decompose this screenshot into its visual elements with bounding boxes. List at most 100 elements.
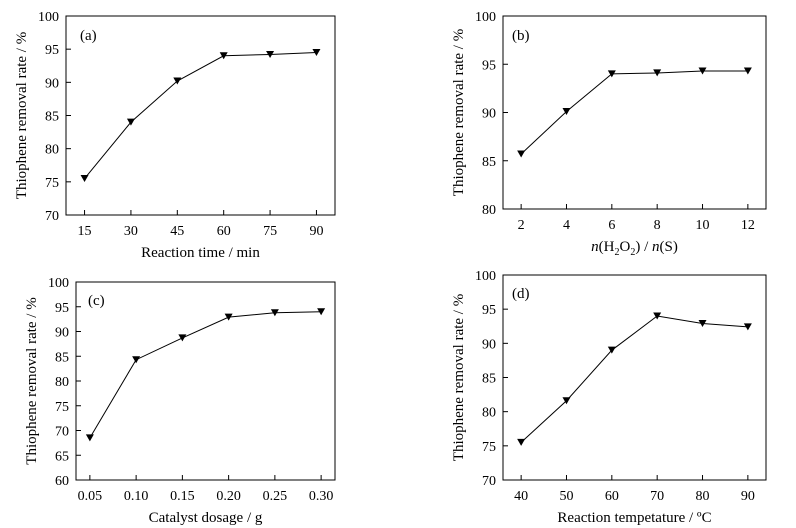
y-tick-label: 75 [482, 440, 496, 455]
x-axis-label: n(H2O2) / n(S) [591, 239, 678, 258]
chart-panel-4: 70 75 80 85 90 95 100 40 50 60 70 80 90 (d) Reaction t… [451, 269, 767, 526]
y-axis-label: Thiophene removal rate / % [24, 297, 40, 464]
data-point [743, 67, 752, 75]
data-point [317, 308, 326, 316]
data-point [607, 70, 616, 78]
y-tick-label: 90 [55, 326, 69, 341]
y-tick-label: 100 [38, 10, 59, 25]
y-tick-label: 90 [482, 107, 496, 122]
panel-label: (b) [512, 28, 530, 44]
plot-frame [502, 274, 767, 481]
data-point [607, 346, 616, 354]
plot-frame [75, 281, 336, 481]
x-axis-label-part: (S) [660, 239, 678, 255]
data-point [85, 434, 94, 442]
y-tick-label: 95 [482, 303, 496, 318]
y-tick-label: 95 [482, 58, 496, 73]
x-axis-label-part: O [619, 239, 630, 255]
data-point [517, 150, 526, 158]
x-tick-label: 0.25 [263, 489, 288, 504]
x-axis-label: Reaction tempetature / ºC [557, 510, 711, 526]
x-tick-label: 60 [217, 224, 231, 239]
x-axis-label-part: 2 [614, 247, 619, 258]
y-tick-label: 90 [45, 76, 59, 91]
x-tick-label: 30 [124, 224, 138, 239]
y-tick-label: 60 [55, 474, 69, 489]
y-tick-label: 80 [45, 143, 59, 158]
x-tick-label: 40 [514, 489, 528, 504]
data-point [178, 334, 187, 342]
data-point [270, 309, 279, 317]
data-point [743, 323, 752, 331]
y-tick-label: 70 [45, 209, 59, 224]
x-tick-label: 70 [650, 489, 664, 504]
x-axis-label-part: ) / [635, 239, 652, 255]
x-tick-label: 0.10 [124, 489, 149, 504]
x-tick-label: 90 [309, 224, 323, 239]
data-point [698, 67, 707, 75]
x-axis-label-part: (H [599, 239, 615, 255]
x-axis-label-part: n [652, 239, 660, 255]
y-tick-label: 75 [55, 400, 69, 415]
y-tick-label: 75 [45, 176, 59, 191]
y-tick-label: 80 [55, 375, 69, 390]
x-tick-label: 0.20 [216, 489, 241, 504]
panel-label: (c) [88, 293, 105, 309]
y-tick-label: 85 [482, 372, 496, 387]
x-tick-label: 12 [741, 218, 755, 233]
y-tick-label: 85 [55, 350, 69, 365]
x-tick-label: 0.05 [78, 489, 103, 504]
data-point [517, 438, 526, 446]
y-tick-label: 100 [475, 10, 496, 25]
x-axis-label-part: 2 [630, 247, 635, 258]
data-point [132, 356, 141, 364]
y-tick-label: 100 [475, 269, 496, 284]
x-tick-label: 60 [605, 489, 619, 504]
y-tick-label: 95 [45, 43, 59, 58]
y-tick-label: 85 [482, 155, 496, 170]
x-tick-label: 0.15 [170, 489, 195, 504]
data-point [653, 312, 662, 320]
y-tick-label: 80 [482, 406, 496, 421]
x-tick-label: 50 [559, 489, 573, 504]
y-tick-label: 65 [55, 449, 69, 464]
y-axis-label: Thiophene removal rate / % [451, 29, 467, 196]
x-tick-label: 8 [654, 218, 661, 233]
y-tick-label: 70 [482, 474, 496, 489]
y-tick-label: 100 [48, 276, 69, 291]
plot-frame [502, 15, 767, 210]
x-axis-label: Reaction time / min [141, 245, 260, 261]
x-tick-label: 0.30 [309, 489, 334, 504]
x-tick-label: 2 [518, 218, 525, 233]
x-tick-label: 6 [608, 218, 615, 233]
data-point [219, 52, 228, 60]
data-point [173, 77, 182, 85]
y-tick-label: 80 [482, 203, 496, 218]
x-tick-label: 80 [696, 489, 710, 504]
x-axis-label: Catalyst dosage / g [149, 510, 263, 526]
y-axis-label: Thiophene removal rate / % [14, 32, 30, 199]
series-line [520, 70, 748, 155]
chart-panel-1: 70 75 80 85 90 95 100 15 30 45 60 75 90 (a) Reaction t… [14, 10, 336, 261]
panel-label: (d) [512, 286, 530, 302]
data-point [562, 108, 571, 116]
y-axis-label: Thiophene removal rate / % [451, 294, 467, 461]
panel-label: (a) [80, 28, 97, 44]
x-tick-label: 75 [263, 224, 277, 239]
data-point [312, 48, 321, 56]
x-tick-label: 45 [170, 224, 184, 239]
x-tick-label: 90 [741, 489, 755, 504]
data-point [698, 320, 707, 328]
series-line [520, 315, 748, 443]
data-point [224, 313, 233, 321]
data-point [562, 397, 571, 405]
data-point [266, 50, 275, 58]
chart-panel-3: 60 65 70 75 80 85 90 95 100 0.05 0.10 0.15 0.20 0.25 0… [24, 276, 336, 526]
x-tick-label: 4 [563, 218, 570, 233]
series-line [89, 311, 322, 439]
data-point [126, 118, 135, 126]
series-line [84, 51, 317, 179]
y-tick-label: 95 [55, 301, 69, 316]
